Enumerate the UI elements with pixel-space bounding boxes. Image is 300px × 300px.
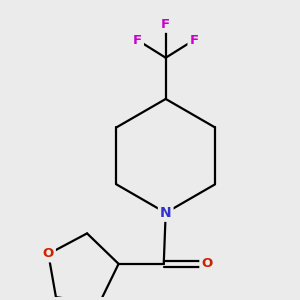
Text: O: O (201, 257, 213, 270)
Text: N: N (160, 206, 172, 220)
Text: F: F (161, 18, 170, 31)
Text: F: F (133, 34, 142, 46)
Text: F: F (189, 34, 199, 46)
Text: O: O (43, 248, 54, 260)
